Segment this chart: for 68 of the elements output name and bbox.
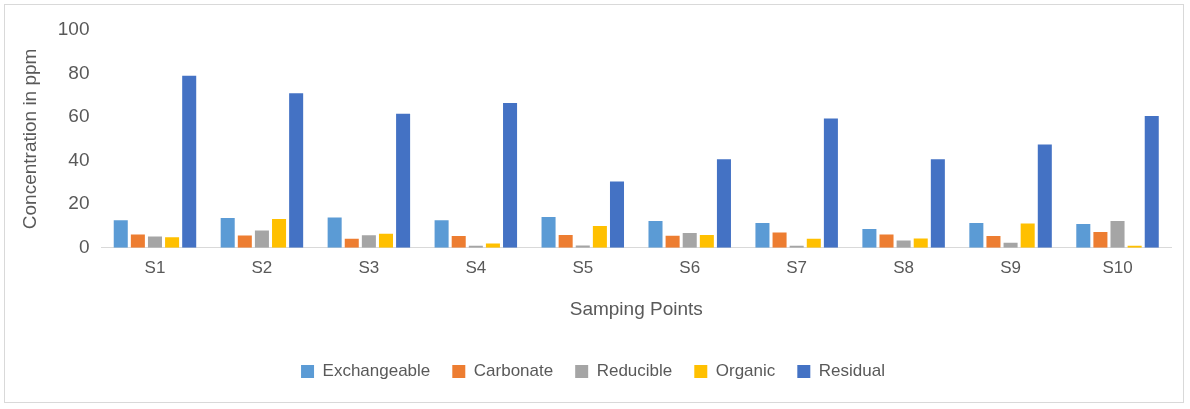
bar: [272, 219, 287, 248]
bar: [755, 222, 770, 248]
bar: [699, 234, 714, 248]
x-tick-label: S4: [465, 257, 487, 277]
legend-label: Carbonate: [473, 361, 554, 381]
bar: [396, 113, 411, 248]
bar: [182, 75, 197, 248]
bar: [503, 102, 518, 248]
x-axis-title: Samping Points: [569, 297, 703, 319]
bar: [806, 238, 821, 248]
bar: [1076, 224, 1091, 248]
bar: [378, 233, 393, 248]
bar: [1093, 231, 1108, 248]
y-tick-label: 80: [68, 61, 90, 83]
legend-label: Exchangeable: [322, 361, 431, 381]
y-tick-label: 40: [68, 148, 90, 170]
y-axis-title: Concentration in ppm: [18, 48, 40, 230]
bar: [648, 221, 663, 248]
x-tick-label: S9: [1000, 257, 1021, 277]
bar: [289, 93, 304, 248]
x-tick-label: S1: [144, 257, 166, 277]
y-tick-label: 0: [78, 236, 90, 258]
bar: [682, 232, 697, 248]
x-tick-label: S7: [786, 257, 808, 277]
bar: [558, 234, 573, 248]
bar: [1144, 116, 1159, 248]
bar: [541, 217, 556, 248]
x-tick-label: S3: [358, 257, 380, 277]
bar: [165, 237, 180, 248]
x-tick-label: S5: [572, 257, 594, 277]
bar: [716, 159, 731, 248]
bar: [879, 234, 894, 248]
bar: [609, 181, 625, 248]
bar: [913, 238, 928, 248]
x-tick-label: S10: [1102, 257, 1133, 277]
bar: [113, 220, 128, 248]
bar: [930, 159, 945, 248]
bar: [434, 220, 449, 248]
legend-label: Reducible: [596, 361, 673, 381]
bar: [772, 232, 787, 248]
bar: [361, 235, 376, 248]
legend-label: Residual: [818, 361, 885, 381]
bar: [986, 236, 1001, 248]
y-tick-label: 100: [57, 18, 90, 40]
bar: [823, 118, 838, 248]
bar: [862, 229, 877, 248]
bar: [592, 226, 607, 248]
x-tick-label: S2: [251, 257, 273, 277]
y-tick-label: 60: [68, 105, 90, 127]
bar: [1110, 221, 1125, 248]
bar: [451, 236, 466, 248]
bar: [485, 243, 500, 248]
bar: [344, 238, 359, 248]
bar: [1020, 223, 1035, 248]
legend-label: Organic: [715, 361, 776, 381]
bar: [254, 230, 269, 248]
y-tick-label: 20: [68, 192, 90, 214]
x-tick-label: S6: [679, 257, 701, 277]
bar: [896, 240, 911, 248]
bar: [237, 235, 252, 248]
bar: [220, 217, 235, 248]
bar: [969, 222, 984, 248]
bar: [147, 236, 162, 248]
bar: [327, 217, 342, 248]
bar: [130, 234, 145, 248]
bar: [1037, 144, 1052, 248]
bar: [665, 235, 680, 248]
x-tick-label: S8: [893, 257, 915, 277]
